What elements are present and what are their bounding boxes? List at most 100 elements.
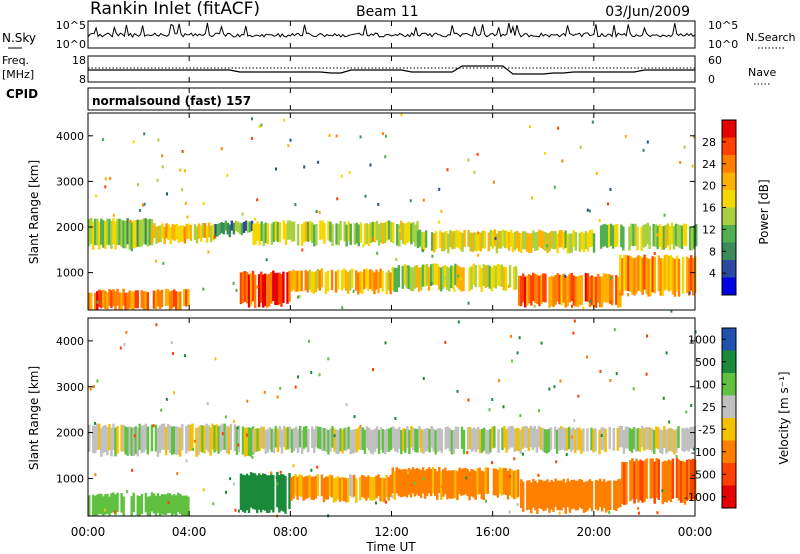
data-cell: [624, 134, 627, 138]
data-cell: [114, 291, 117, 310]
data-cell: [136, 495, 139, 516]
data-cell: [474, 428, 478, 453]
data-cell: [247, 427, 251, 456]
data-cell: [516, 351, 519, 355]
data-cell: [497, 230, 501, 249]
data-cell: [342, 477, 346, 502]
colorbar-cell: [722, 485, 736, 509]
data-cell: [274, 425, 278, 448]
data-cell: [225, 490, 228, 494]
data-cell: [659, 258, 663, 296]
data-cell: [141, 203, 144, 207]
data-cell: [669, 255, 673, 291]
data-cell: [122, 288, 125, 306]
data-cell: [245, 473, 249, 511]
data-cell: [268, 273, 271, 307]
data-cell: [202, 488, 205, 492]
data-cell: [369, 476, 372, 501]
data-cell: [307, 428, 310, 453]
data-cell: [331, 224, 334, 246]
data-cell: [623, 254, 626, 291]
data-cell: [578, 427, 581, 451]
data-cell: [367, 427, 371, 451]
data-cell: [396, 224, 399, 246]
data-cell: [406, 426, 409, 448]
colorbar-tick-label: 500: [695, 356, 716, 369]
data-cell: [389, 222, 393, 243]
data-cell: [655, 457, 658, 498]
data-cell: [665, 351, 668, 355]
data-cell: [492, 265, 496, 288]
data-cell: [396, 429, 399, 453]
data-cell: [428, 428, 431, 453]
data-cell: [385, 428, 389, 452]
data-cell: [297, 375, 300, 379]
data-cell: [572, 331, 575, 335]
data-cell: [311, 222, 314, 243]
data-cell: [276, 428, 280, 453]
data-cell: [184, 201, 187, 205]
data-cell: [470, 469, 473, 497]
data-cell: [558, 511, 561, 515]
colorbar-cell: [722, 260, 736, 278]
data-cell: [675, 455, 678, 458]
data-cell: [353, 429, 356, 453]
data-cell: [484, 467, 487, 494]
data-cell: [140, 425, 144, 454]
data-cell: [260, 123, 263, 127]
velocity-colorbar: 1000 500 100 25 -25 -100 -500 -1000: [684, 327, 737, 509]
data-cell: [557, 427, 561, 451]
data-cell: [533, 304, 536, 308]
data-cell: [146, 292, 150, 310]
data-cell: [653, 251, 656, 255]
data-cell: [189, 224, 193, 241]
data-cell: [424, 230, 428, 248]
data-cell: [334, 477, 338, 502]
data-cell: [569, 509, 572, 513]
data-cell: [554, 478, 557, 507]
data-cell: [669, 427, 672, 451]
data-cell: [589, 292, 592, 295]
data-cell: [318, 211, 321, 215]
data-cell: [157, 138, 160, 142]
data-cell: [183, 226, 187, 244]
data-cell: [110, 427, 113, 457]
data-cell: [685, 427, 688, 451]
data-cell: [548, 277, 551, 309]
data-cell: [485, 429, 488, 454]
data-cell: [421, 264, 425, 287]
data-cell: [570, 233, 573, 253]
data-cell: [449, 230, 452, 248]
data-cell: [673, 258, 677, 297]
data-cell: [550, 230, 553, 249]
data-cell: [249, 427, 253, 457]
data-cell: [631, 496, 634, 500]
data-cell: [566, 478, 569, 508]
data-cell: [416, 429, 419, 453]
data-cell: [630, 429, 634, 453]
data-cell: [535, 429, 539, 453]
data-cell: [460, 426, 464, 449]
data-cell: [505, 429, 508, 453]
data-cell: [450, 430, 454, 455]
data-cell: [254, 223, 257, 245]
data-cell: [491, 230, 495, 249]
data-cell: [692, 225, 696, 249]
data-cell: [433, 468, 437, 497]
data-cell: [556, 273, 559, 302]
data-cell: [592, 276, 596, 308]
data-cell: [627, 255, 630, 292]
data-cell: [407, 470, 410, 474]
data-cell: [236, 426, 239, 430]
data-cell: [120, 292, 123, 310]
data-cell: [102, 220, 105, 248]
data-cell: [440, 209, 443, 213]
data-cell: [552, 276, 555, 308]
data-cell: [524, 231, 527, 250]
y-tick-label: 4000: [56, 130, 84, 143]
data-cell: [502, 467, 506, 495]
colorbar-tick-label: 25: [702, 401, 716, 414]
data-cell: [427, 467, 431, 494]
data-cell: [419, 470, 423, 498]
colorbar-tick-label: -25: [698, 423, 716, 436]
